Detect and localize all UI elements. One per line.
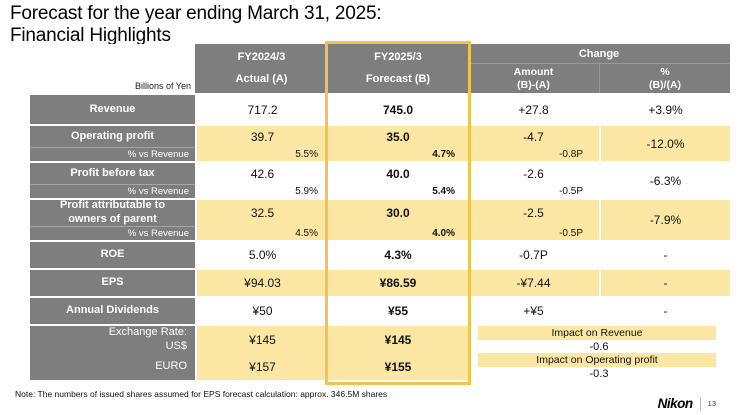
attr-margin-actual: 4.5% bbox=[195, 226, 328, 240]
op-margin-change: -0.8P bbox=[468, 147, 599, 161]
pbt-change-amount: -2.6 bbox=[468, 163, 599, 184]
pbt-margin-change: -0.5P bbox=[468, 184, 599, 198]
slide-title: Forecast for the year ending March 31, 2… bbox=[10, 3, 382, 47]
op-margin-actual: 5.5% bbox=[195, 147, 328, 161]
column-header-fy2025: FY2025/3 Forecast (B) bbox=[328, 44, 468, 93]
table-row-exchange-rate: Exchange Rate: US$ ¥145 ¥145 Impact on R… bbox=[30, 326, 730, 380]
roe-change-pct: - bbox=[599, 242, 730, 268]
attr-margin-forecast: 4.0% bbox=[328, 226, 468, 240]
row-label: Annual Dividends bbox=[30, 298, 195, 324]
impact-on-operating-profit-value: -0.3 bbox=[589, 367, 609, 380]
revenue-forecast: 745.0 bbox=[328, 95, 468, 124]
row-label: EPS bbox=[30, 270, 195, 296]
exchange-impact-panel: Impact on Revenue -0.6 Impact on Operati… bbox=[468, 326, 730, 380]
usd-actual: ¥145 bbox=[195, 326, 328, 354]
roe-actual: 5.0% bbox=[195, 242, 328, 268]
fy2024-label: FY2024/3 bbox=[237, 51, 286, 63]
percent-header: % (B)/(A) bbox=[599, 64, 730, 93]
revenue-change-amount: +27.8 bbox=[468, 95, 599, 124]
amount-label: Amount bbox=[513, 65, 554, 78]
op-actual: 39.7 bbox=[195, 126, 328, 147]
page-number: 13 bbox=[707, 399, 716, 408]
pbt-margin-forecast: 5.4% bbox=[328, 184, 468, 198]
sub-row-label: % vs Revenue bbox=[30, 226, 195, 240]
usd-forecast: ¥145 bbox=[328, 326, 468, 354]
amount-formula: (B)-(A) bbox=[517, 78, 550, 91]
usd-label: US$ bbox=[165, 340, 187, 352]
dividends-forecast: ¥55 bbox=[328, 298, 468, 324]
revenue-actual: 717.2 bbox=[195, 95, 328, 124]
attr-margin-change: -0.5P bbox=[468, 226, 599, 240]
euro-actual: ¥157 bbox=[195, 354, 328, 380]
eps-actual: ¥94.03 bbox=[195, 270, 328, 296]
eps-change-pct: - bbox=[599, 270, 730, 296]
row-label: Revenue bbox=[30, 95, 195, 124]
op-margin-forecast: 4.7% bbox=[328, 147, 468, 161]
attr-change-pct: -7.9% bbox=[599, 200, 730, 240]
amount-header: Amount (B)-(A) bbox=[468, 64, 599, 93]
dividends-change-amount: +¥5 bbox=[468, 298, 599, 324]
sub-row-label: % vs Revenue bbox=[30, 184, 195, 198]
percent-label: % bbox=[660, 65, 670, 78]
attr-forecast: 30.0 bbox=[328, 200, 468, 226]
op-change-pct: -12.0% bbox=[599, 126, 730, 161]
financial-highlights-table: Billions of Yen FY2024/3 Actual (A) FY20… bbox=[30, 41, 730, 385]
sub-row-label: % vs Revenue bbox=[30, 147, 195, 161]
attr-actual: 32.5 bbox=[195, 200, 328, 226]
pbt-change-pct: -6.3% bbox=[599, 163, 730, 198]
pbt-forecast: 40.0 bbox=[328, 163, 468, 184]
table-row-eps: EPS ¥94.03 ¥86.59 -¥7.44 - bbox=[30, 270, 730, 296]
column-header-fy2024: FY2024/3 Actual (A) bbox=[195, 44, 328, 93]
row-label: Profit before tax bbox=[30, 163, 195, 184]
table-row-revenue: Revenue 717.2 745.0 +27.8 +3.9% bbox=[30, 95, 730, 124]
row-label: Operating profit bbox=[30, 126, 195, 147]
row-label: Profit attributable to owners of parent bbox=[30, 199, 195, 226]
change-subheaders: Amount (B)-(A) % (B)/(A) bbox=[468, 64, 730, 93]
pbt-actual: 42.6 bbox=[195, 163, 328, 184]
eps-change-amount: -¥7.44 bbox=[468, 270, 599, 296]
row-label: ROE bbox=[30, 242, 195, 268]
fy2025-label: FY2025/3 bbox=[374, 51, 422, 63]
impact-on-revenue-value: -0.6 bbox=[589, 340, 609, 353]
table-row-annual-dividends: Annual Dividends ¥50 ¥55 +¥5 - bbox=[30, 298, 730, 324]
footnote: Note: The numbers of issued shares assum… bbox=[15, 389, 388, 399]
dividends-change-pct: - bbox=[599, 298, 730, 324]
euro-label-text: EURO bbox=[155, 360, 187, 373]
footer-brand: Nikon 13 bbox=[658, 396, 716, 411]
nikon-logo: Nikon bbox=[657, 396, 694, 411]
percent-formula: (B)/(A) bbox=[648, 78, 682, 91]
table-row-roe: ROE 5.0% 4.3% -0.7P - bbox=[30, 242, 730, 268]
op-forecast: 35.0 bbox=[328, 126, 468, 147]
unit-label: Billions of Yen bbox=[30, 44, 195, 93]
revenue-change-pct: +3.9% bbox=[599, 95, 730, 124]
column-header-change: Change Amount (B)-(A) % (B)/(A) bbox=[468, 44, 730, 93]
table-header: Billions of Yen FY2024/3 Actual (A) FY20… bbox=[30, 44, 730, 93]
impact-on-operating-profit-label: Impact on Operating profit bbox=[478, 353, 716, 367]
table-row-profit-before-tax: Profit before tax 42.6 40.0 -2.6 -6.3% %… bbox=[30, 163, 730, 198]
table-row-profit-attributable: Profit attributable to owners of parent … bbox=[30, 199, 730, 240]
roe-forecast: 4.3% bbox=[328, 242, 468, 268]
attr-change-amount: -2.5 bbox=[468, 200, 599, 226]
dividends-actual: ¥50 bbox=[195, 298, 328, 324]
op-change-amount: -4.7 bbox=[468, 126, 599, 147]
slide-title-line1: Forecast for the year ending March 31, 2… bbox=[10, 3, 382, 24]
euro-label: EURO bbox=[30, 354, 195, 380]
roe-change-amount: -0.7P bbox=[468, 242, 599, 268]
exchange-rate-label: Exchange Rate: bbox=[108, 326, 187, 339]
pbt-margin-actual: 5.9% bbox=[195, 184, 328, 198]
exchange-rate-usd-label: Exchange Rate: US$ bbox=[30, 326, 195, 354]
forecast-b-label: Forecast (B) bbox=[365, 73, 431, 85]
slide-title-line2: Financial Highlights bbox=[10, 25, 171, 47]
change-label: Change bbox=[468, 44, 730, 64]
footer-divider bbox=[699, 396, 701, 411]
table-row-operating-profit: Operating profit 39.7 35.0 -4.7 -12.0% %… bbox=[30, 126, 730, 161]
impact-on-revenue-label: Impact on Revenue bbox=[478, 326, 716, 340]
actual-a-label: Actual (A) bbox=[235, 73, 288, 85]
eps-forecast: ¥86.59 bbox=[328, 270, 468, 296]
euro-forecast: ¥155 bbox=[328, 354, 468, 380]
